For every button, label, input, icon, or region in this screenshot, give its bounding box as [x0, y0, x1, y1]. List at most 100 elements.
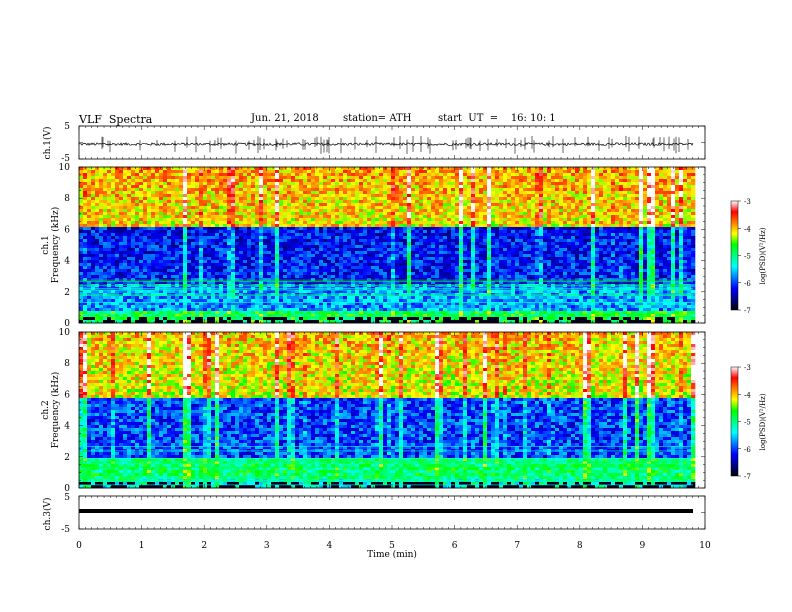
spectrogram-cell	[367, 311, 372, 315]
spectrogram-cell	[123, 278, 128, 282]
spectrogram-cell	[335, 302, 340, 306]
spectrogram-cell	[451, 305, 456, 309]
spectrogram-cell	[343, 269, 348, 273]
spectrogram-cell	[299, 236, 304, 240]
spectrogram-cell	[139, 206, 144, 210]
spectrogram-cell	[351, 170, 356, 174]
spectrogram-cell	[115, 185, 120, 189]
spectrogram-cell	[167, 230, 172, 234]
spectrogram-cell	[355, 245, 360, 249]
spectrogram-cell	[223, 281, 228, 285]
spectrogram-cell	[147, 257, 152, 261]
spectrogram-cell	[307, 197, 312, 201]
spectrogram-cell	[359, 266, 364, 270]
spectrogram-cell	[367, 320, 372, 324]
spectrogram-cell	[131, 194, 136, 198]
spectrogram-cell	[123, 314, 128, 318]
spectrogram-cell	[247, 296, 252, 300]
spectrogram-cell	[423, 314, 428, 318]
spectrogram-cell	[275, 224, 280, 228]
spectrogram-cell	[103, 317, 108, 321]
spectrogram-cell	[187, 269, 192, 273]
spectrogram-cell	[387, 305, 392, 309]
spectrogram-cell	[119, 308, 124, 312]
spectrogram-cell	[351, 203, 356, 207]
spectrogram-cell	[427, 182, 432, 186]
spectrogram-cell	[155, 263, 160, 267]
spectrogram-cell	[123, 185, 128, 189]
spectrogram-cell	[363, 242, 368, 246]
spectrogram-cell	[367, 317, 372, 321]
spectrogram-cell	[443, 266, 448, 270]
spectrogram-cell	[399, 173, 404, 177]
spectrogram-cell	[359, 263, 364, 267]
spectrogram-cell	[271, 257, 276, 261]
spectrogram-cell	[307, 266, 312, 270]
spectrogram-cell	[447, 308, 452, 312]
spectrogram-cell	[115, 227, 120, 231]
spectrogram-cell	[415, 266, 420, 270]
spectrogram-cell	[387, 278, 392, 282]
spectrogram-cell	[227, 221, 232, 225]
spectrogram-cell	[283, 215, 288, 219]
spectrogram-cell	[227, 311, 232, 315]
spectrogram-cell	[79, 242, 84, 246]
spectrogram-cell	[443, 308, 448, 312]
spectrogram-cell	[247, 212, 252, 216]
spectrogram-cell	[211, 221, 216, 225]
spectrogram-cell	[367, 206, 372, 210]
spectrogram-cell	[207, 179, 212, 183]
spectrogram-cell	[143, 203, 148, 207]
spectrogram-cell	[215, 206, 220, 210]
spectrogram-cell	[155, 191, 160, 195]
spectrogram-cell	[159, 266, 164, 270]
spectrogram-cell	[199, 221, 204, 225]
spectrogram-cell	[359, 308, 364, 312]
spectrogram-cell	[219, 239, 224, 243]
spectrogram-cell	[99, 308, 104, 312]
spectrogram-cell	[283, 320, 288, 324]
spectrogram-cell	[239, 167, 244, 171]
spectrogram-cell	[127, 194, 132, 198]
spectrogram-cell	[99, 239, 104, 243]
spectrogram-cell	[95, 188, 100, 192]
spectrogram-cell	[99, 275, 104, 279]
spectrogram-cell	[431, 245, 436, 249]
spectrogram-cell	[219, 209, 224, 213]
spectrogram-cell	[431, 263, 436, 267]
spectrogram-cell	[375, 167, 380, 171]
spectrogram-cell	[391, 311, 396, 315]
spectrogram-cell	[303, 314, 308, 318]
spectrogram-cell	[135, 239, 140, 243]
spectrogram-cell	[283, 227, 288, 231]
spectrogram-cell	[119, 254, 124, 258]
spectrogram-cell	[335, 179, 340, 183]
spectrogram-cell	[379, 245, 384, 249]
spectrogram-cell	[359, 224, 364, 228]
spectrogram-cell	[179, 170, 184, 174]
spectrogram-cell	[115, 209, 120, 213]
spectrogram-cell	[323, 203, 328, 207]
spectrogram-cell	[95, 182, 100, 186]
spectrogram-cell	[279, 272, 284, 276]
spectrogram-cell	[355, 239, 360, 243]
spectrogram-cell	[387, 296, 392, 300]
spectrogram-cell	[443, 176, 448, 180]
spectrogram-cell	[403, 194, 408, 198]
spectrogram-cell	[251, 269, 256, 273]
spectrogram-cell	[355, 209, 360, 213]
spectrogram-cell	[263, 269, 268, 273]
spectrogram-cell	[435, 215, 440, 219]
spectrogram-cell	[347, 191, 352, 195]
spectrogram-cell	[191, 221, 196, 225]
spectrogram-cell	[307, 185, 312, 189]
spectrogram-cell	[167, 236, 172, 240]
spectrogram-cell	[423, 302, 428, 306]
spectrogram-cell	[307, 167, 312, 171]
spectrogram-cell	[307, 260, 312, 264]
spectrogram-cell	[395, 245, 400, 249]
spectrogram-cell	[335, 308, 340, 312]
spectrogram-cell	[435, 254, 440, 258]
spectrogram-cell	[263, 263, 268, 267]
